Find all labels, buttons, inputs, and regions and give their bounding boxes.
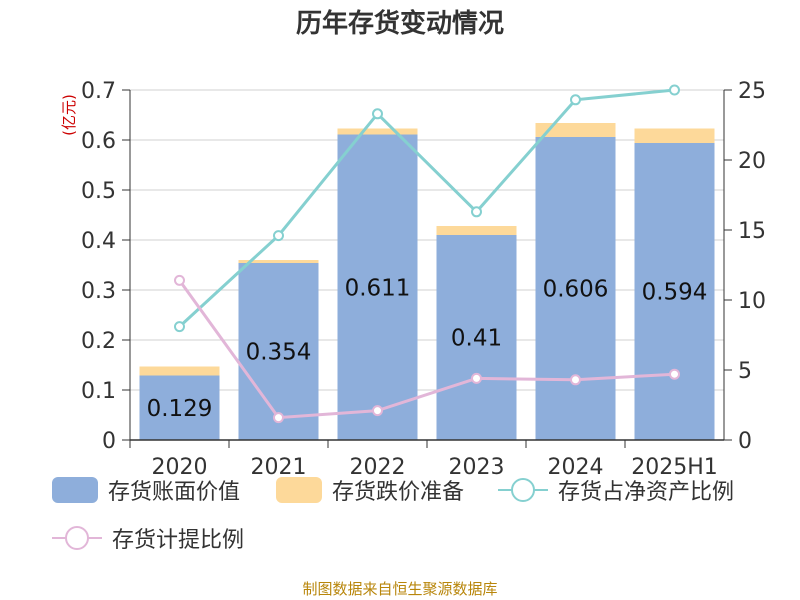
bars: 0.129 0.354 0.611 0.41 0.606 0.594 — [139, 123, 715, 440]
axes: 0 0.1 0.2 0.3 0.4 0.5 0.6 0.7 0 5 10 15 20 25 2020 2021… — [81, 79, 766, 480]
right-tick-label: 0 — [738, 429, 752, 454]
line-point — [471, 206, 482, 218]
chart-title: 历年存货变动情况 — [296, 8, 504, 39]
legend-swatch-line2 — [52, 526, 102, 550]
lines — [174, 84, 680, 424]
right-tick-label: 5 — [738, 359, 752, 384]
bar-book-value — [139, 375, 220, 440]
bar-impairment — [535, 123, 616, 137]
legend-swatch-bar2 — [276, 477, 322, 503]
line-point — [372, 108, 383, 120]
bar-book-value — [337, 134, 418, 440]
source-footer: 制图数据来自恒生聚源数据库 — [302, 580, 498, 598]
right-tick-label: 10 — [738, 289, 766, 314]
line-point — [570, 94, 581, 106]
line-point — [570, 374, 581, 386]
line-point — [273, 230, 284, 242]
left-tick-label: 0.7 — [81, 79, 116, 104]
bar-data-label: 0.606 — [543, 277, 609, 303]
x-tick-label: 2024 — [548, 455, 604, 480]
bar-data-label: 0.354 — [246, 340, 312, 366]
left-tick-label: 0 — [102, 429, 116, 454]
legend-label-bar2: 存货跌价准备 — [332, 480, 465, 505]
left-axis-unit: (亿元) — [60, 94, 78, 136]
bar-impairment — [337, 128, 418, 135]
x-tick-label: 2023 — [449, 455, 505, 480]
bar-data-label: 0.129 — [147, 396, 213, 422]
legend-label-line1: 存货占净资产比例 — [558, 480, 735, 505]
left-tick-label: 0.1 — [81, 379, 116, 404]
legend-item-line1: 存货占净资产比例 — [498, 474, 734, 506]
x-tick-label: 2020 — [152, 455, 208, 480]
gridlines — [130, 89, 724, 441]
x-tick-label: 2025H1 — [631, 455, 718, 480]
right-tick-label: 15 — [738, 219, 766, 244]
right-tick-label: 25 — [738, 79, 766, 104]
legend-item-line2: 存货计提比例 — [52, 522, 244, 554]
x-tick-label: 2022 — [350, 455, 406, 480]
left-tick-label: 0.5 — [81, 179, 116, 204]
line-point — [669, 84, 680, 96]
line-point — [174, 321, 185, 333]
legend-label-bar1: 存货账面价值 — [108, 480, 241, 505]
bar-data-label: 0.594 — [642, 280, 708, 306]
line-point — [471, 372, 482, 384]
legend-label-line2: 存货计提比例 — [112, 528, 245, 553]
left-tick-label: 0.2 — [81, 329, 116, 354]
legend-item-bar2: 存货跌价准备 — [276, 474, 464, 506]
bar-book-value — [535, 137, 616, 440]
bar-impairment — [634, 128, 715, 143]
bar-impairment — [139, 366, 220, 376]
line-point — [174, 274, 185, 286]
x-tick-label: 2021 — [251, 455, 307, 480]
legend-swatch-line1 — [498, 478, 548, 502]
left-tick-label: 0.6 — [81, 129, 116, 154]
bar-book-value — [436, 235, 517, 440]
legend-swatch-bar1 — [52, 477, 98, 503]
bar-impairment — [238, 260, 319, 263]
line-ratio-net-assets — [178, 88, 675, 328]
bar-book-value — [634, 143, 715, 440]
left-tick-label: 0.4 — [81, 229, 116, 254]
bar-data-label: 0.41 — [451, 326, 502, 352]
line-point — [669, 368, 680, 380]
right-tick-label: 20 — [738, 149, 766, 174]
bar-impairment — [436, 226, 517, 235]
bar-data-label: 0.611 — [345, 275, 411, 301]
line-point — [273, 412, 284, 424]
bar-book-value — [238, 263, 319, 440]
left-tick-label: 0.3 — [81, 279, 116, 304]
legend-item-bar1: 存货账面价值 — [52, 474, 240, 506]
line-provision-ratio — [178, 279, 675, 420]
line-point — [372, 405, 383, 417]
